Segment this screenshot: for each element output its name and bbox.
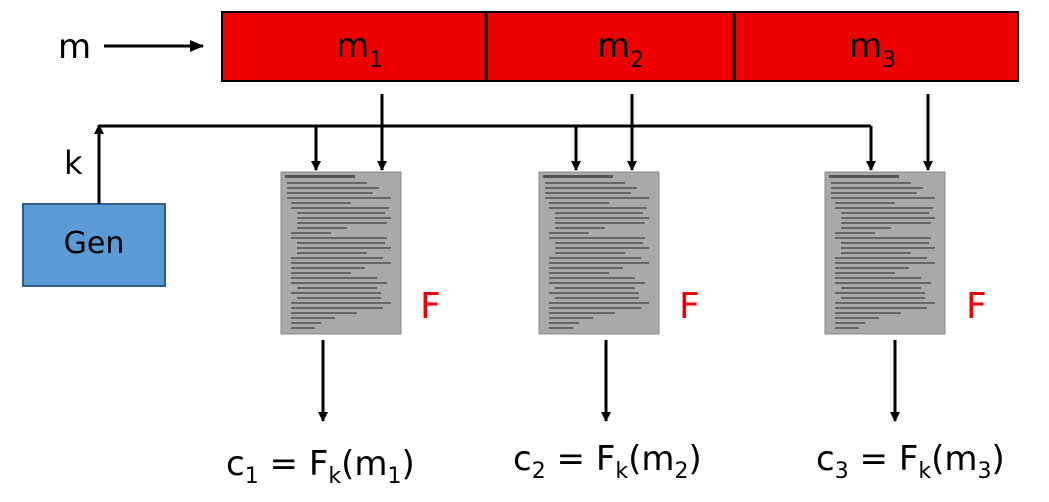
f-label-1: F [420, 286, 441, 327]
gen-box [22, 203, 166, 287]
output-equation-1: c1 = Fk(m1) [226, 444, 415, 489]
message-bar-background [221, 11, 1019, 82]
algorithm-document [824, 171, 946, 335]
algorithm-document [280, 171, 402, 335]
block-m1: m1 [336, 26, 383, 73]
message-bar: m1 m2 m3 [221, 11, 1019, 82]
algorithm-document [538, 171, 660, 335]
f-label-3: F [966, 286, 987, 327]
output-equation-3: c3 = Fk(m3) [816, 439, 1005, 484]
block-m3: m3 [849, 26, 896, 73]
gen-label: Gen [64, 226, 125, 261]
message-label: m [58, 27, 91, 67]
output-equation-2: c2 = Fk(m2) [513, 439, 702, 484]
block-m2: m2 [597, 26, 644, 73]
f-label-2: F [679, 286, 700, 327]
key-label: k [64, 144, 83, 182]
